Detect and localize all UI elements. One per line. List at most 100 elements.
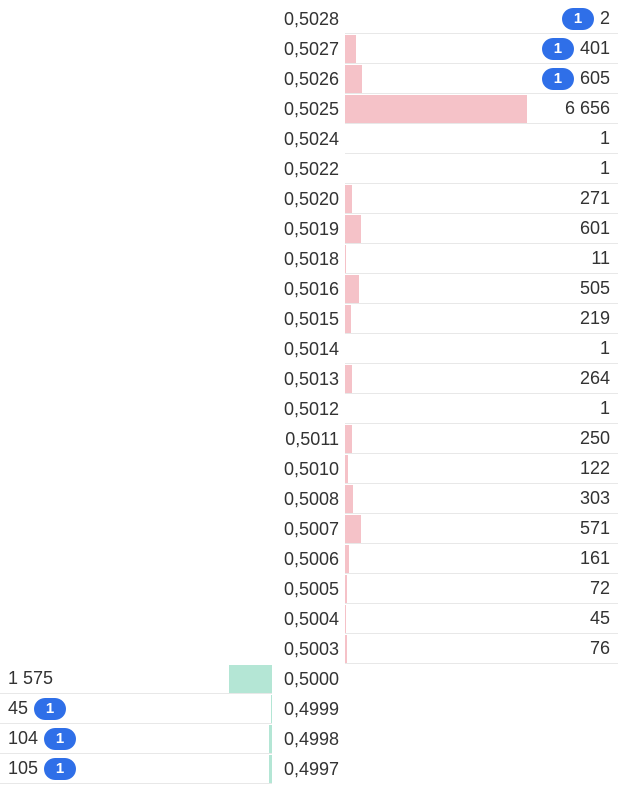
quantity-cell: 505: [580, 274, 610, 303]
quantity-cell: 250: [580, 424, 610, 453]
volume-bar: [345, 455, 349, 483]
ask-row: 1: [345, 154, 618, 184]
volume-bar: [345, 635, 348, 663]
quantity: 122: [579, 458, 610, 478]
ask-row: 264: [345, 364, 618, 394]
volume-bar: [345, 485, 354, 513]
price: 0,5019: [283, 219, 339, 239]
price: 0,5016: [283, 279, 339, 299]
price: 0,5015: [283, 309, 339, 329]
price: 0,5004: [283, 609, 339, 629]
price: 0,5008: [283, 489, 339, 509]
volume-bar: [345, 365, 353, 393]
price: 0,5024: [283, 129, 339, 149]
quantity: 72: [589, 578, 610, 598]
price: 0,5018: [283, 249, 339, 269]
ask-row: 601: [345, 214, 618, 244]
ask-row: 76: [345, 634, 618, 664]
ask-row: 6 656: [345, 94, 618, 124]
ask-row: 11: [345, 244, 618, 274]
ask-row: 1: [345, 394, 618, 424]
quantity: 601: [579, 218, 610, 238]
bid-row: 105 1: [0, 754, 272, 784]
quantity: 303: [579, 488, 610, 508]
volume-bar: [345, 185, 353, 213]
quantity: 105: [8, 758, 39, 778]
quantity-cell: 1: [600, 394, 610, 423]
quantity: 1 575: [8, 668, 54, 688]
price: 0,5006: [283, 549, 339, 569]
volume-bar: [345, 575, 347, 603]
volume-bar: [345, 35, 356, 63]
quantity-cell: 1: [600, 124, 610, 153]
quantity-cell: 219: [580, 304, 610, 333]
price: 0,5025: [283, 99, 339, 119]
price: 0,5003: [283, 639, 339, 659]
quantity: 1: [599, 338, 610, 358]
quantity: 250: [579, 428, 610, 448]
quantity: 161: [579, 548, 610, 568]
price: 0,4997: [283, 759, 339, 779]
price: 0,5005: [283, 579, 339, 599]
quantity-cell: 264: [580, 364, 610, 393]
price: 0,5011: [285, 429, 339, 449]
quantity: 1: [599, 158, 610, 178]
volume-bar: [345, 425, 352, 453]
orders-badge: 1: [561, 7, 594, 30]
quantity: 45: [589, 608, 610, 628]
orders-badge: 1: [541, 67, 574, 90]
volume-bar: [345, 605, 347, 633]
quantity-cell: 1 575: [8, 664, 53, 693]
quantity: 505: [579, 278, 610, 298]
quantity-cell: 104 1: [8, 724, 77, 753]
price: 0,5010: [283, 459, 339, 479]
quantity-cell: 122: [580, 454, 610, 483]
quantity-cell: 1: [600, 154, 610, 183]
price: 0,5022: [283, 159, 339, 179]
ask-row: 303: [345, 484, 618, 514]
quantity-cell: 303: [580, 484, 610, 513]
price: 0,5014: [283, 339, 339, 359]
price: 0,4998: [283, 729, 339, 749]
quantity: 571: [579, 518, 610, 538]
price: 0,5026: [283, 69, 339, 89]
quantity-cell: 571: [580, 514, 610, 543]
quantity-cell: 1: [600, 334, 610, 363]
quantity: 45: [8, 698, 29, 718]
volume-bar: [270, 695, 272, 723]
quantity-cell: 601: [580, 214, 610, 243]
volume-bar: [345, 215, 362, 243]
volume-bar: [345, 545, 350, 573]
volume-bar: [269, 725, 272, 753]
ask-row: 571: [345, 514, 618, 544]
quantity: 6 656: [564, 98, 610, 118]
quantity: 271: [579, 188, 610, 208]
quantity-cell: 76: [590, 634, 610, 663]
volume-bar: [345, 95, 527, 123]
volume-bar: [345, 65, 362, 93]
quantity-cell: 45: [590, 604, 610, 633]
quantity: 219: [579, 308, 610, 328]
ask-row: 122: [345, 454, 618, 484]
price: 0,5028: [283, 9, 339, 29]
volume-bar: [269, 755, 272, 783]
quantity-cell: 161: [580, 544, 610, 573]
quantity: 264: [579, 368, 610, 388]
ask-row: 219: [345, 304, 618, 334]
bid-row: 1 575: [0, 664, 272, 694]
bid-row: 45 1: [0, 694, 272, 724]
ask-row: 45: [345, 604, 618, 634]
price: 0,5012: [283, 399, 339, 419]
quantity-cell: 105 1: [8, 754, 77, 783]
volume-bar: [345, 305, 351, 333]
bid-row: 104 1: [0, 724, 272, 754]
ask-row: 1: [345, 334, 618, 364]
volume-bar: [345, 275, 359, 303]
ask-row: 161: [345, 544, 618, 574]
ask-row: 271: [345, 184, 618, 214]
ask-row: 250: [345, 424, 618, 454]
quantity: 1: [599, 128, 610, 148]
quantity-cell: 6 656: [565, 94, 610, 123]
